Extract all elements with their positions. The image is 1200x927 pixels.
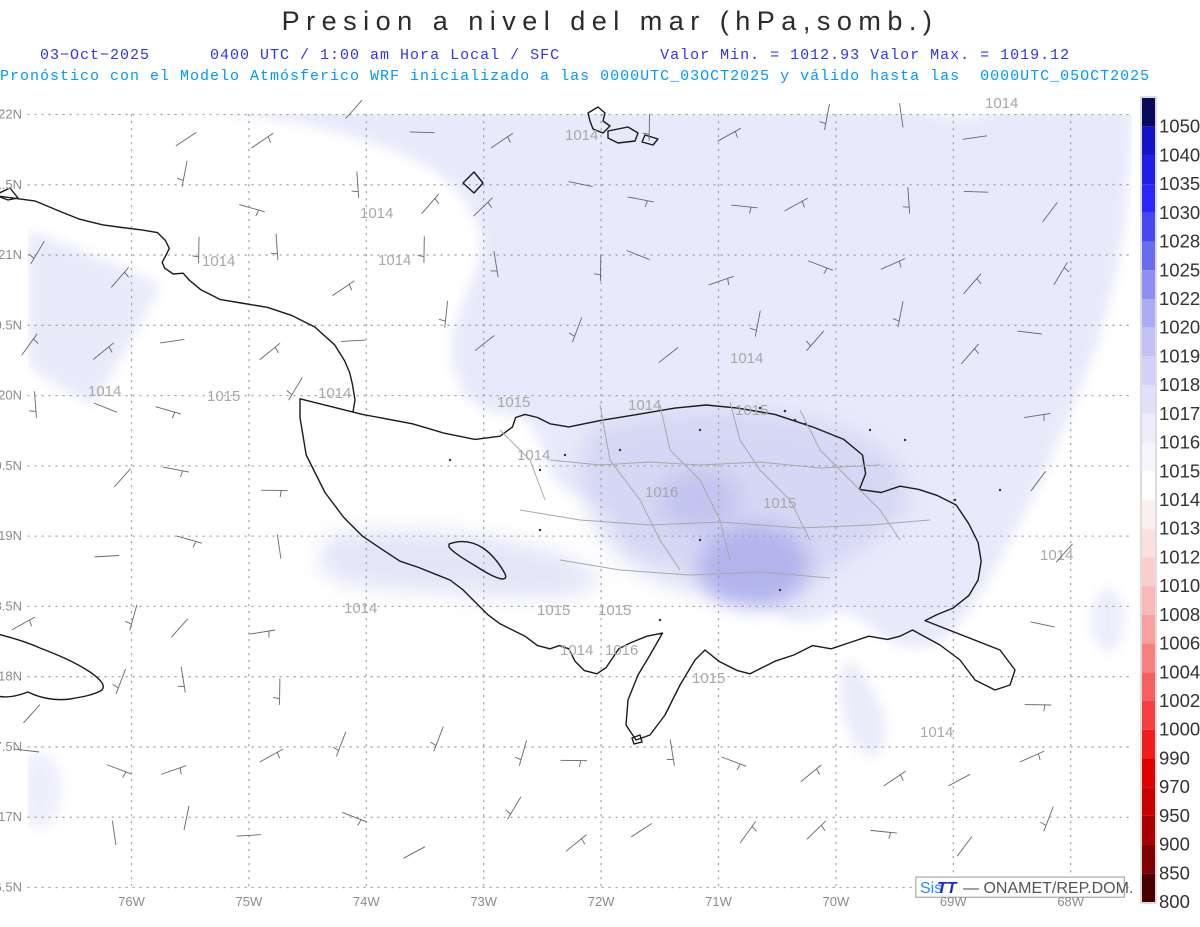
svg-text:1014: 1014: [985, 95, 1018, 112]
svg-text:1014: 1014: [318, 385, 351, 402]
svg-text:1014: 1014: [920, 724, 953, 741]
svg-text:1012: 1012: [1159, 546, 1200, 567]
svg-text:19N: 19N: [0, 528, 22, 543]
svg-text:69W: 69W: [940, 894, 967, 909]
svg-text:20N: 20N: [0, 388, 22, 403]
svg-text:1014: 1014: [560, 642, 593, 659]
svg-text:850: 850: [1159, 862, 1190, 883]
svg-text:970: 970: [1159, 776, 1190, 797]
svg-text:72W: 72W: [588, 894, 615, 909]
svg-text:9.5N: 9.5N: [0, 458, 22, 473]
svg-text:1014: 1014: [730, 350, 763, 367]
svg-text:75W: 75W: [236, 894, 263, 909]
svg-text:74W: 74W: [353, 894, 380, 909]
svg-text:73W: 73W: [470, 894, 497, 909]
svg-text:70W: 70W: [823, 894, 850, 909]
svg-text:1019: 1019: [1159, 345, 1200, 366]
svg-text:1016: 1016: [645, 484, 678, 501]
svg-text:1035: 1035: [1159, 173, 1200, 194]
svg-text:1.5N: 1.5N: [0, 177, 22, 192]
svg-text:7.5N: 7.5N: [0, 739, 22, 754]
svg-text:0.5N: 0.5N: [0, 317, 22, 332]
svg-text:21N: 21N: [0, 247, 22, 262]
svg-text:1017: 1017: [1159, 403, 1200, 424]
svg-text:1050: 1050: [1159, 116, 1200, 137]
svg-text:76W: 76W: [118, 894, 145, 909]
svg-text:1030: 1030: [1159, 202, 1200, 223]
svg-text:1014: 1014: [565, 127, 598, 144]
svg-text:1015: 1015: [207, 388, 240, 405]
svg-text:17N: 17N: [0, 809, 22, 824]
svg-text:1015: 1015: [735, 402, 768, 419]
svg-text:1014: 1014: [517, 447, 550, 464]
svg-text:1015: 1015: [1159, 460, 1200, 481]
svg-text:1022: 1022: [1159, 288, 1200, 309]
svg-text:1015: 1015: [763, 495, 796, 512]
svg-text:1015: 1015: [692, 670, 725, 687]
svg-text:6.5N: 6.5N: [0, 880, 22, 895]
svg-text:1000: 1000: [1159, 719, 1200, 740]
svg-text:1002: 1002: [1159, 690, 1200, 711]
svg-text:— ONAMET/REP.DOM.: — ONAMET/REP.DOM.: [963, 880, 1133, 897]
svg-text:990: 990: [1159, 747, 1190, 768]
svg-text:1018: 1018: [1159, 374, 1200, 395]
svg-text:900: 900: [1159, 834, 1190, 855]
svg-text:1028: 1028: [1159, 231, 1200, 252]
svg-text:1010: 1010: [1159, 575, 1200, 596]
svg-text:1016: 1016: [1159, 432, 1200, 453]
svg-text:1016: 1016: [605, 642, 638, 659]
svg-text:68W: 68W: [1057, 894, 1084, 909]
svg-text:1014: 1014: [344, 600, 377, 617]
svg-text:71W: 71W: [705, 894, 732, 909]
svg-text:18N: 18N: [0, 669, 22, 684]
svg-text:1025: 1025: [1159, 259, 1200, 280]
svg-text:8.5N: 8.5N: [0, 598, 22, 613]
svg-text:1040: 1040: [1159, 144, 1200, 165]
svg-text:1013: 1013: [1159, 518, 1200, 539]
svg-text:1015: 1015: [497, 394, 530, 411]
svg-text:1014: 1014: [202, 253, 235, 270]
svg-text:950: 950: [1159, 805, 1190, 826]
svg-text:1008: 1008: [1159, 604, 1200, 625]
svg-text:1020: 1020: [1159, 317, 1200, 338]
svg-text:1004: 1004: [1159, 661, 1200, 682]
svg-text:1015: 1015: [598, 602, 631, 619]
svg-text:22N: 22N: [0, 107, 22, 122]
svg-text:1014: 1014: [1159, 489, 1200, 510]
svg-text:1015: 1015: [537, 602, 570, 619]
svg-text:800: 800: [1159, 891, 1190, 912]
svg-text:1014: 1014: [628, 397, 661, 414]
svg-text:1014: 1014: [88, 383, 121, 400]
svg-text:1014: 1014: [378, 252, 411, 269]
svg-text:1006: 1006: [1159, 633, 1200, 654]
svg-text:1014: 1014: [360, 205, 393, 222]
